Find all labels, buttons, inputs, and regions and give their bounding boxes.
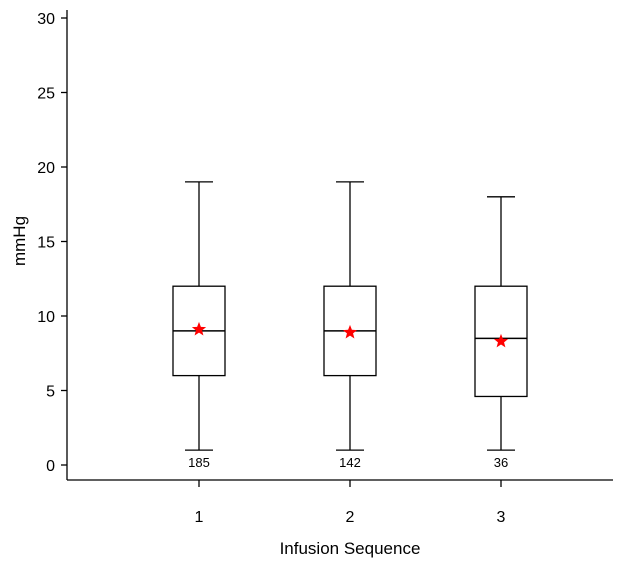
box-3: 36 (474, 196, 528, 470)
y-tick-label: 20 (37, 160, 55, 177)
sample-size-label: 185 (188, 455, 210, 470)
y-tick-label: 0 (46, 458, 55, 475)
y-tick-label: 10 (37, 309, 55, 326)
box-series: 185 142 36 (172, 181, 528, 470)
y-axis-label: mmHg (10, 216, 29, 266)
y-tick-label: 15 (37, 235, 55, 252)
y-axis: 0 5 10 15 20 25 30 (37, 10, 68, 480)
mean-star-marker (191, 321, 207, 336)
mean-star-marker (493, 333, 509, 348)
mean-star-marker (342, 324, 358, 339)
sample-size-label: 142 (339, 455, 361, 470)
y-tick-label: 25 (37, 86, 55, 103)
sample-size-label: 36 (494, 455, 508, 470)
box-1: 185 (172, 181, 226, 470)
y-tick-label: 5 (46, 384, 55, 401)
x-axis-label: Infusion Sequence (280, 539, 421, 558)
x-tick-label: 2 (346, 509, 355, 526)
y-tick-label: 30 (37, 11, 55, 28)
x-axis: 1 2 3 (67, 479, 613, 526)
x-tick-label: 1 (195, 509, 204, 526)
box-2: 142 (323, 181, 377, 470)
x-tick-label: 3 (497, 509, 506, 526)
